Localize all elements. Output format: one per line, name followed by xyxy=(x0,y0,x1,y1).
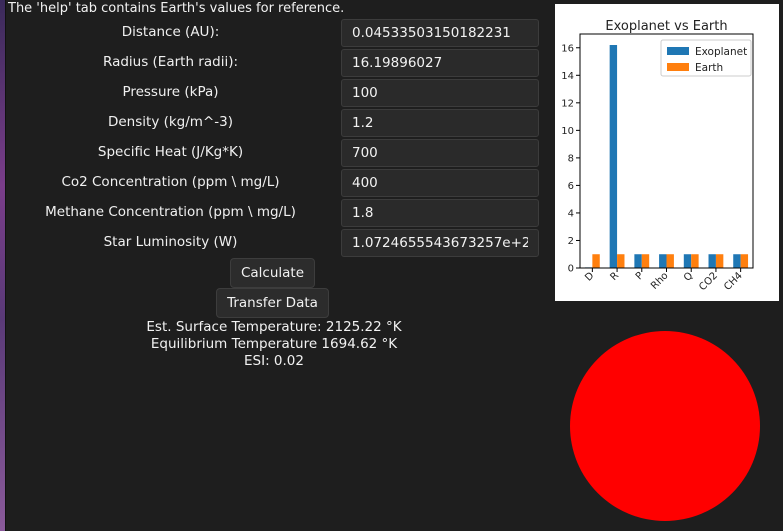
luminosity-label: Star Luminosity (W) xyxy=(103,234,238,250)
y-tick-label: 16 xyxy=(561,43,574,54)
density-row: Density (kg/m^-3) xyxy=(8,108,540,138)
y-tick-label: 2 xyxy=(568,236,574,247)
legend-swatch-exoplanet xyxy=(667,47,689,55)
methane-row: Methane Concentration (ppm \ mg/L) xyxy=(8,198,540,228)
methane-input[interactable] xyxy=(341,199,539,227)
y-tick-label: 12 xyxy=(561,98,574,109)
bar-exoplanet-ch4 xyxy=(733,254,741,268)
y-tick-label: 4 xyxy=(568,208,574,219)
y-tick-label: 14 xyxy=(561,71,574,82)
co2-input[interactable] xyxy=(341,169,539,197)
equilibrium-temperature-text: Equilibrium Temperature 1694.62 °K xyxy=(150,336,398,352)
desktop-background-strip xyxy=(0,0,6,531)
bar-earth-co2 xyxy=(715,254,724,268)
bar-earth-r xyxy=(617,254,625,268)
methane-label: Methane Concentration (ppm \ mg/L) xyxy=(45,204,296,220)
bar-earth-d xyxy=(592,254,600,268)
x-tick-label: Rho xyxy=(649,270,671,292)
luminosity-row: Star Luminosity (W) xyxy=(8,228,540,258)
pressure-row: Pressure (kPa) xyxy=(8,78,540,108)
bar-exoplanet-co2 xyxy=(708,254,716,268)
radius-row: Radius (Earth radii): xyxy=(8,48,540,78)
radius-input[interactable] xyxy=(341,49,539,77)
density-input[interactable] xyxy=(341,109,539,137)
bar-earth-p xyxy=(641,254,650,268)
x-tick-label: CO2 xyxy=(697,270,720,293)
y-tick-label: 8 xyxy=(568,153,574,164)
legend-swatch-earth xyxy=(667,63,689,71)
co2-label: Co2 Concentration (ppm \ mg/L) xyxy=(61,174,280,190)
x-tick-label: CH4 xyxy=(722,270,745,293)
specific-heat-label: Specific Heat (J/Kg*K) xyxy=(97,144,244,160)
pressure-input[interactable] xyxy=(341,79,539,107)
y-tick-label: 6 xyxy=(568,181,574,192)
bar-earth-q xyxy=(691,254,699,268)
transfer-data-button[interactable]: Transfer Data xyxy=(216,288,329,318)
density-label: Density (kg/m^-3) xyxy=(107,114,233,130)
distance-row: Distance (AU): xyxy=(8,18,540,48)
x-tick-label: Q xyxy=(682,270,695,283)
bar-exoplanet-r xyxy=(609,45,618,268)
chart-title: Exoplanet vs Earth xyxy=(605,19,727,34)
comparison-chart: Exoplanet vs Earth 0 2 4 6 8 10 12 14 16 D R P Rho Q CO… xyxy=(555,4,779,301)
planet-preview xyxy=(570,331,760,521)
surface-temperature-text: Est. Surface Temperature: 2125.22 °K xyxy=(146,319,402,335)
distance-input[interactable] xyxy=(341,19,539,47)
specific-heat-input[interactable] xyxy=(341,139,539,167)
bar-earth-rho xyxy=(666,254,674,268)
help-hint-text: The 'help' tab contains Earth's values f… xyxy=(8,1,345,16)
y-tick-label: 0 xyxy=(568,264,574,275)
calculate-button[interactable]: Calculate xyxy=(230,258,315,288)
chart-canvas: Exoplanet vs Earth 0 2 4 6 8 10 12 14 16 D R P Rho Q CO… xyxy=(561,19,754,293)
distance-label: Distance (AU): xyxy=(121,24,220,40)
specific-heat-row: Specific Heat (J/Kg*K) xyxy=(8,138,540,168)
pressure-label: Pressure (kPa) xyxy=(122,84,219,100)
bar-exoplanet-q xyxy=(683,254,692,268)
radius-label: Radius (Earth radii): xyxy=(102,54,239,70)
legend-label-exoplanet: Exoplanet xyxy=(695,46,747,58)
bar-exoplanet-p xyxy=(634,254,642,268)
y-tick-label: 10 xyxy=(561,126,574,137)
esi-text: ESI: 0.02 xyxy=(244,353,304,369)
plot-frame xyxy=(579,33,754,269)
co2-row: Co2 Concentration (ppm \ mg/L) xyxy=(8,168,540,198)
x-tick-label: R xyxy=(608,270,621,283)
x-tick-label: P xyxy=(634,270,646,282)
bar-earth-ch4 xyxy=(740,254,749,268)
luminosity-input[interactable] xyxy=(341,229,539,257)
x-tick-label: D xyxy=(583,270,596,283)
bar-exoplanet-rho xyxy=(659,254,667,268)
legend-label-earth: Earth xyxy=(695,62,723,74)
